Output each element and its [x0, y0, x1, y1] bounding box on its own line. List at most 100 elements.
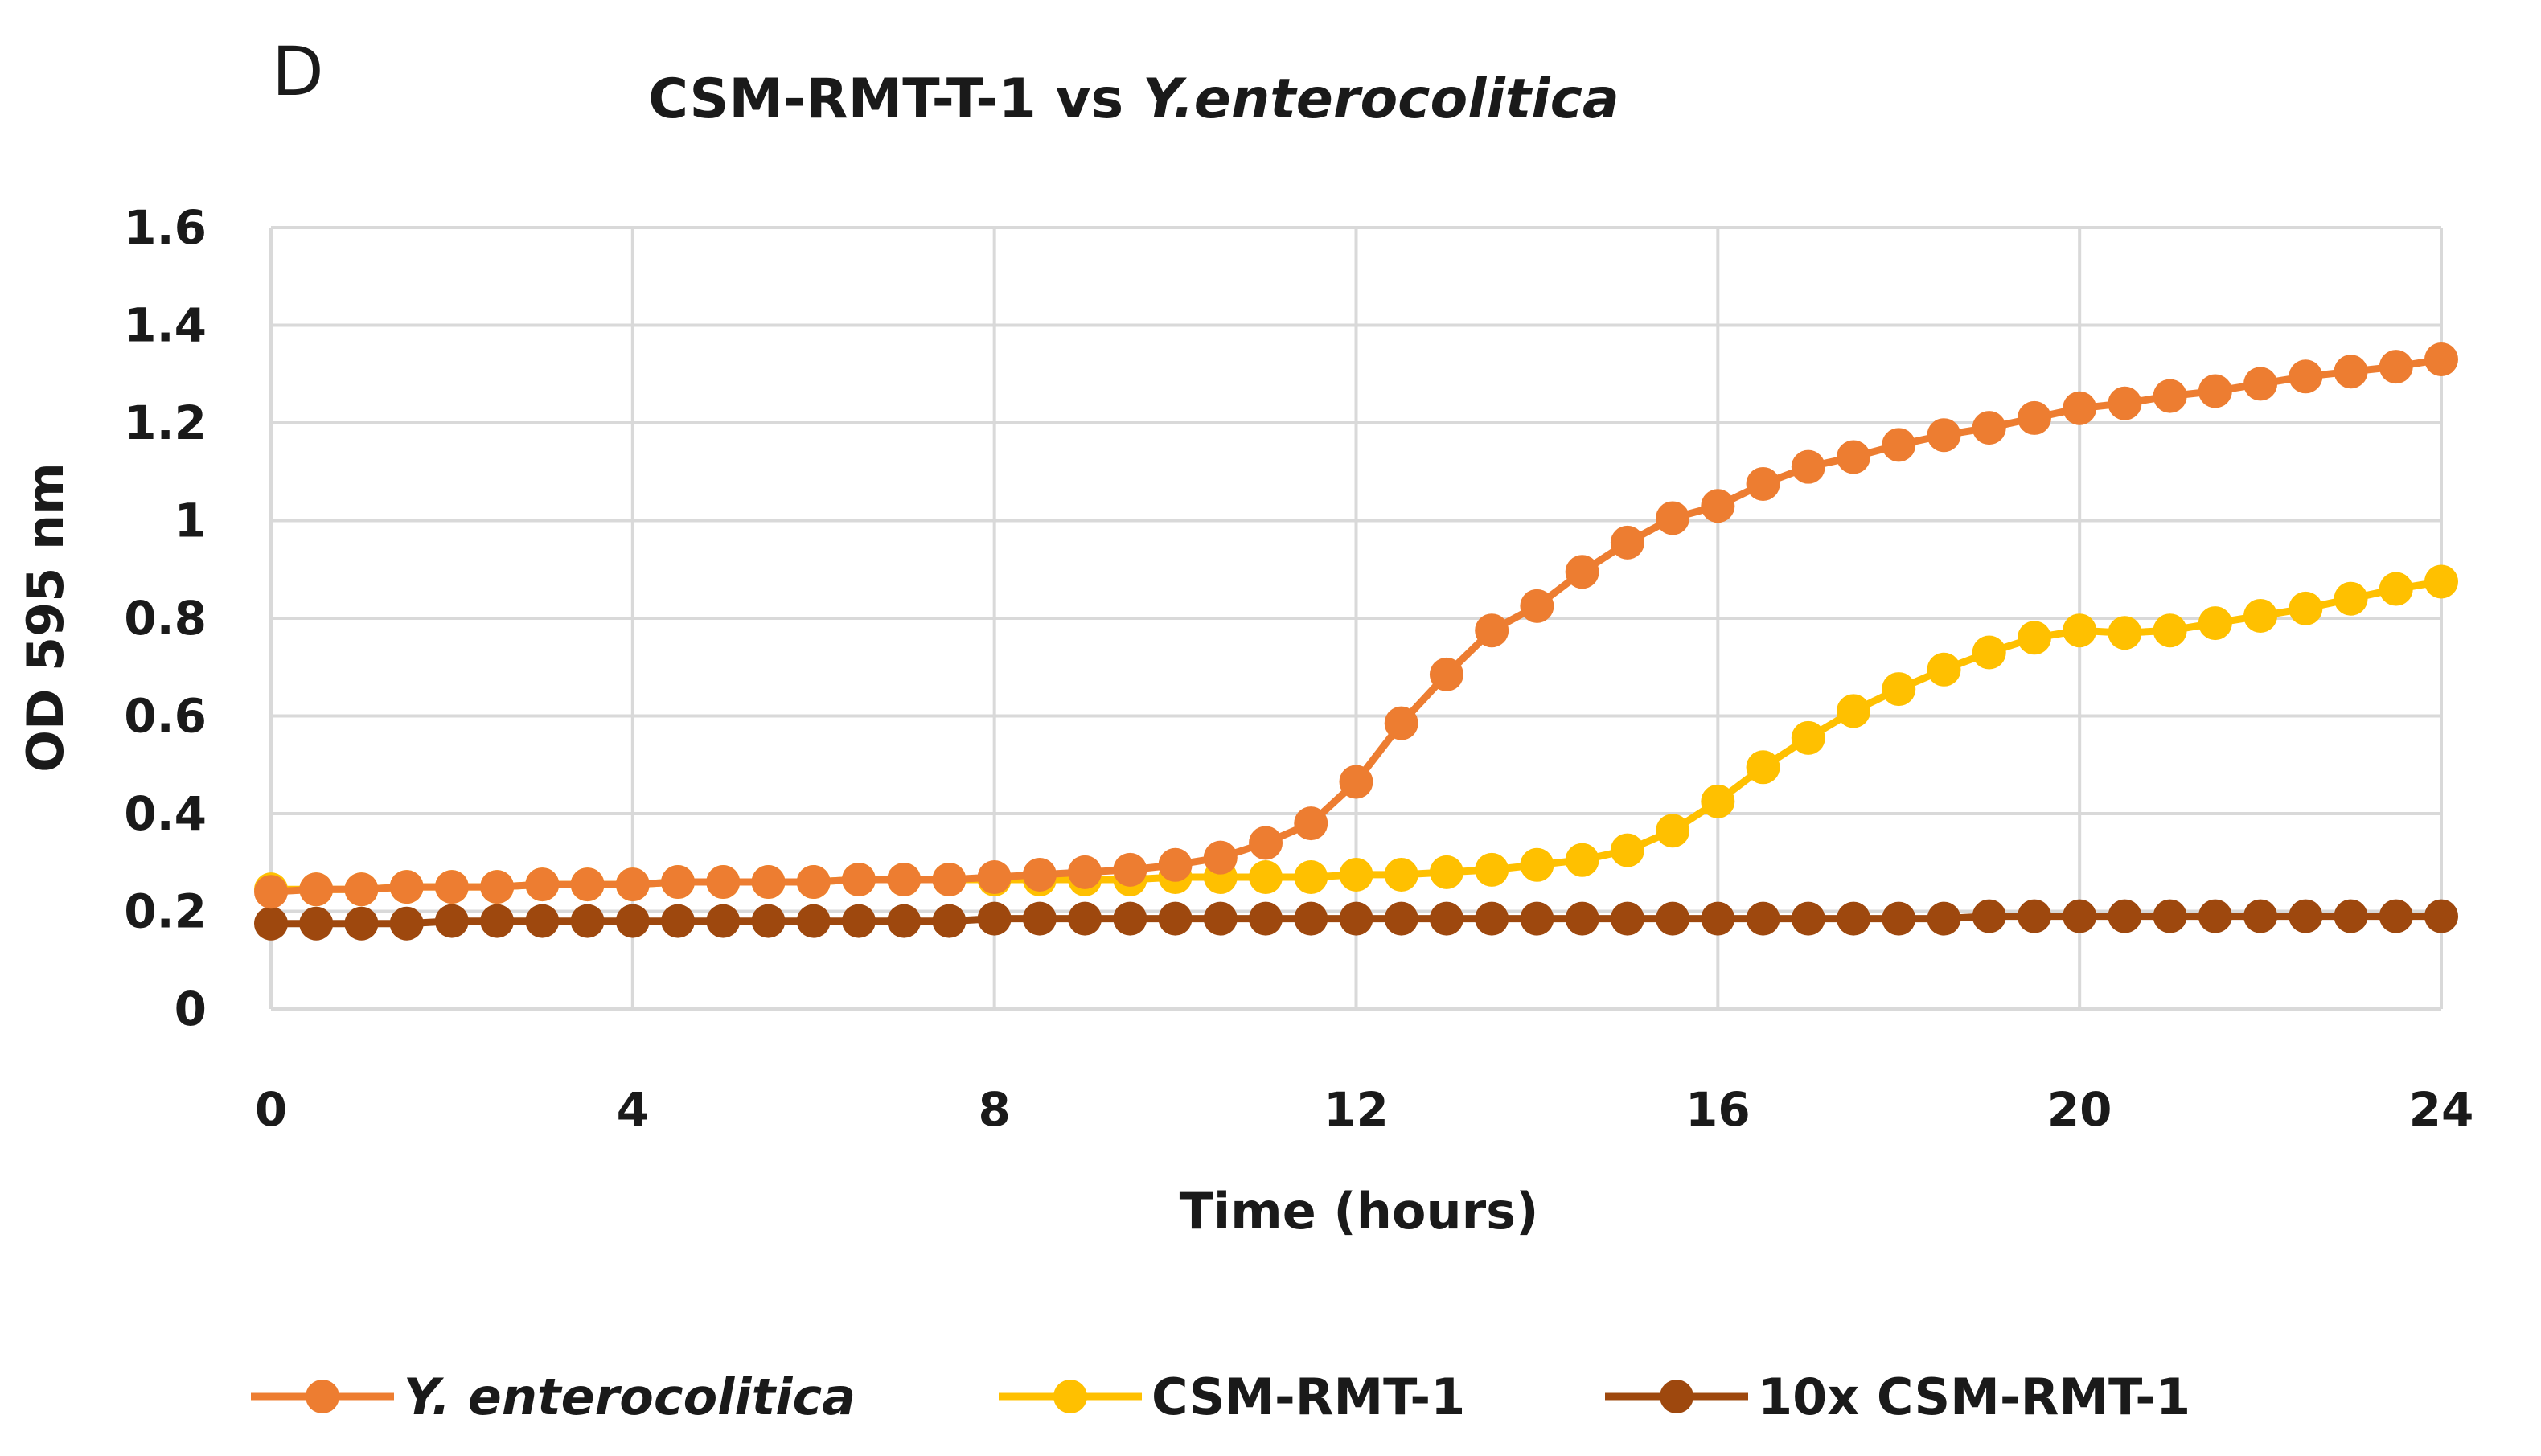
data-point [389, 870, 424, 904]
data-point [1701, 901, 1735, 936]
legend-label: Y. enterocolitica [404, 1368, 856, 1426]
data-point [1610, 525, 1644, 560]
data-point [1837, 901, 1871, 936]
data-point [1068, 855, 1102, 889]
data-point [2063, 613, 2097, 648]
data-point [434, 870, 469, 904]
data-point [1746, 466, 1780, 501]
data-point [2153, 379, 2187, 413]
data-point [1927, 652, 1961, 687]
y-axis-ticks: 0 0.2 0.4 0.6 0.8 1 1.2 1.4 1.6 [124, 200, 207, 1036]
data-point [1746, 750, 1780, 785]
data-point [2289, 591, 2323, 625]
y-tick-label: 0.2 [124, 884, 207, 939]
data-point [1203, 840, 1238, 875]
x-tick-label: 8 [978, 1082, 1010, 1137]
data-point [2063, 899, 2097, 933]
data-point [299, 906, 334, 941]
legend: Y. enterocolitica CSM-RMT-1 10x CSM-RMT-1 [251, 1368, 2190, 1426]
data-point [796, 904, 831, 938]
data-point [389, 906, 424, 941]
data-point [841, 904, 876, 938]
data-point [661, 865, 696, 900]
data-point [1294, 859, 1328, 894]
panel-label: D [272, 32, 324, 111]
y-tick-label: 0.8 [124, 591, 207, 646]
data-point [1475, 613, 1509, 648]
data-point [1294, 806, 1328, 841]
x-axis-ticks: 0 4 8 12 16 20 24 [255, 1082, 2474, 1137]
data-point [1701, 489, 1735, 523]
data-point [2198, 374, 2232, 408]
data-point [887, 904, 922, 938]
data-point [480, 870, 515, 904]
data-point [1384, 901, 1418, 936]
data-point [1249, 826, 1283, 860]
data-point [1791, 901, 1825, 936]
data-point [1022, 857, 1057, 892]
data-point [1339, 765, 1373, 799]
data-point [570, 904, 605, 938]
data-point [1158, 901, 1193, 936]
data-point [1068, 901, 1102, 936]
data-point [2243, 598, 2278, 633]
y-tick-label: 1.4 [124, 298, 207, 353]
data-point [2108, 616, 2142, 650]
data-point [1429, 657, 1463, 691]
legend-marker [1053, 1380, 1087, 1413]
data-point [1746, 901, 1780, 936]
legend-label: CSM-RMT-1 [1151, 1368, 1465, 1426]
data-point [1565, 843, 1599, 877]
data-point [1656, 814, 1690, 848]
series-y-enterocolitica [254, 342, 2458, 909]
data-point [344, 872, 379, 907]
data-point [1475, 901, 1509, 936]
data-point [570, 867, 605, 902]
data-point [1927, 901, 1961, 936]
data-point [2379, 350, 2413, 384]
data-point [2424, 342, 2458, 377]
y-tick-label: 0 [174, 982, 207, 1036]
data-point [2334, 581, 2368, 616]
data-point [2017, 621, 2051, 655]
data-point [1339, 857, 1373, 892]
y-tick-label: 0.6 [124, 689, 207, 744]
data-point [1837, 440, 1871, 474]
data-point [841, 863, 876, 897]
data-point [2108, 899, 2142, 933]
data-point [2153, 899, 2187, 933]
data-point [2424, 564, 2458, 599]
data-point [1520, 589, 1554, 623]
x-tick-label: 0 [255, 1082, 287, 1137]
data-point [1429, 901, 1463, 936]
data-point [1927, 418, 1961, 453]
data-point [1882, 901, 1916, 936]
data-point [2153, 613, 2187, 648]
data-point [1565, 901, 1599, 936]
data-point [1249, 901, 1283, 936]
chart-title-part: Y.enterocolitica [1143, 68, 1619, 131]
data-point [1022, 901, 1057, 936]
data-point [2017, 899, 2051, 933]
data-point [1972, 635, 2006, 670]
legend-label: 10x CSM-RMT-1 [1758, 1368, 2190, 1426]
data-point [1882, 672, 1916, 707]
data-point [1791, 720, 1825, 755]
legend-marker [1660, 1380, 1693, 1413]
data-point [2334, 899, 2368, 933]
data-point [2198, 606, 2232, 641]
data-point [1203, 901, 1238, 936]
data-point [1339, 901, 1373, 936]
data-point [1972, 411, 2006, 445]
data-point [2243, 899, 2278, 933]
data-point [977, 859, 1012, 894]
data-point [796, 865, 831, 900]
data-point [1882, 428, 1916, 462]
data-point [1520, 901, 1554, 936]
data-point [1972, 899, 2006, 933]
data-point [1610, 901, 1644, 936]
data-point [1384, 857, 1418, 892]
x-tick-label: 24 [2409, 1082, 2474, 1137]
data-point [1113, 901, 1147, 936]
